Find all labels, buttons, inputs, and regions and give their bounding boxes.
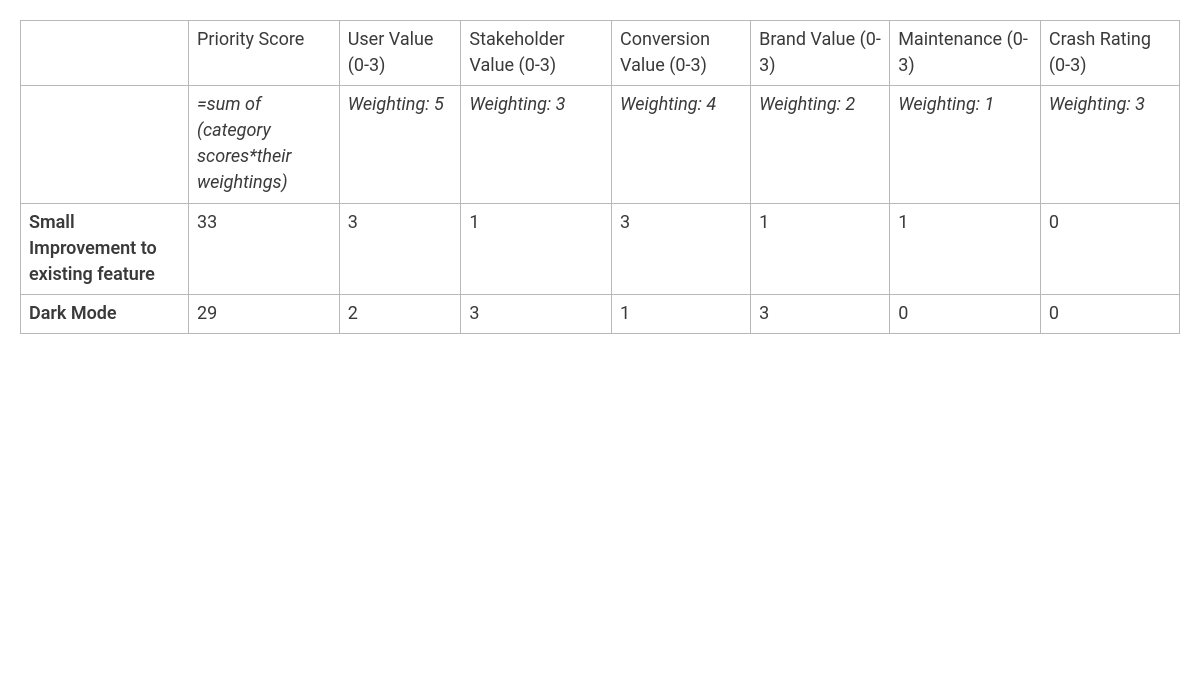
row-conversion-value: 3 [612, 203, 751, 294]
header-priority-score: Priority Score [189, 21, 340, 86]
table-row: Small Improvement to existing feature 33… [21, 203, 1180, 294]
table-header-row: Priority Score User Value (0-3) Stakehol… [21, 21, 1180, 86]
priority-table-container: Priority Score User Value (0-3) Stakehol… [20, 20, 1180, 334]
header-brand-value: Brand Value (0-3) [751, 21, 890, 86]
row-priority-score: 33 [189, 203, 340, 294]
row-crash-rating: 0 [1040, 294, 1179, 333]
header-blank [21, 21, 189, 86]
weighting-brand-value: Weighting: 2 [751, 86, 890, 203]
row-maintenance: 0 [890, 294, 1041, 333]
row-conversion-value: 1 [612, 294, 751, 333]
weighting-maintenance: Weighting: 1 [890, 86, 1041, 203]
row-user-value: 2 [339, 294, 461, 333]
row-crash-rating: 0 [1040, 203, 1179, 294]
row-stakeholder-value: 1 [461, 203, 612, 294]
table-row: Dark Mode 29 2 3 1 3 0 0 [21, 294, 1180, 333]
header-maintenance: Maintenance (0-3) [890, 21, 1041, 86]
row-label: Small Improvement to existing feature [21, 203, 189, 294]
row-stakeholder-value: 3 [461, 294, 612, 333]
row-user-value: 3 [339, 203, 461, 294]
weighting-crash-rating: Weighting: 3 [1040, 86, 1179, 203]
weighting-user-value: Weighting: 5 [339, 86, 461, 203]
row-brand-value: 1 [751, 203, 890, 294]
header-stakeholder-value: Stakeholder Value (0-3) [461, 21, 612, 86]
row-brand-value: 3 [751, 294, 890, 333]
row-label: Dark Mode [21, 294, 189, 333]
header-conversion-value: Conversion Value (0-3) [612, 21, 751, 86]
row-priority-score: 29 [189, 294, 340, 333]
header-user-value: User Value (0-3) [339, 21, 461, 86]
weighting-stakeholder-value: Weighting: 3 [461, 86, 612, 203]
weighting-conversion-value: Weighting: 4 [612, 86, 751, 203]
priority-table: Priority Score User Value (0-3) Stakehol… [20, 20, 1180, 334]
table-weighting-row: =sum of (category scores*their weighting… [21, 86, 1180, 203]
weighting-blank [21, 86, 189, 203]
weighting-priority-formula: =sum of (category scores*their weighting… [189, 86, 340, 203]
header-crash-rating: Crash Rating (0-3) [1040, 21, 1179, 86]
row-maintenance: 1 [890, 203, 1041, 294]
